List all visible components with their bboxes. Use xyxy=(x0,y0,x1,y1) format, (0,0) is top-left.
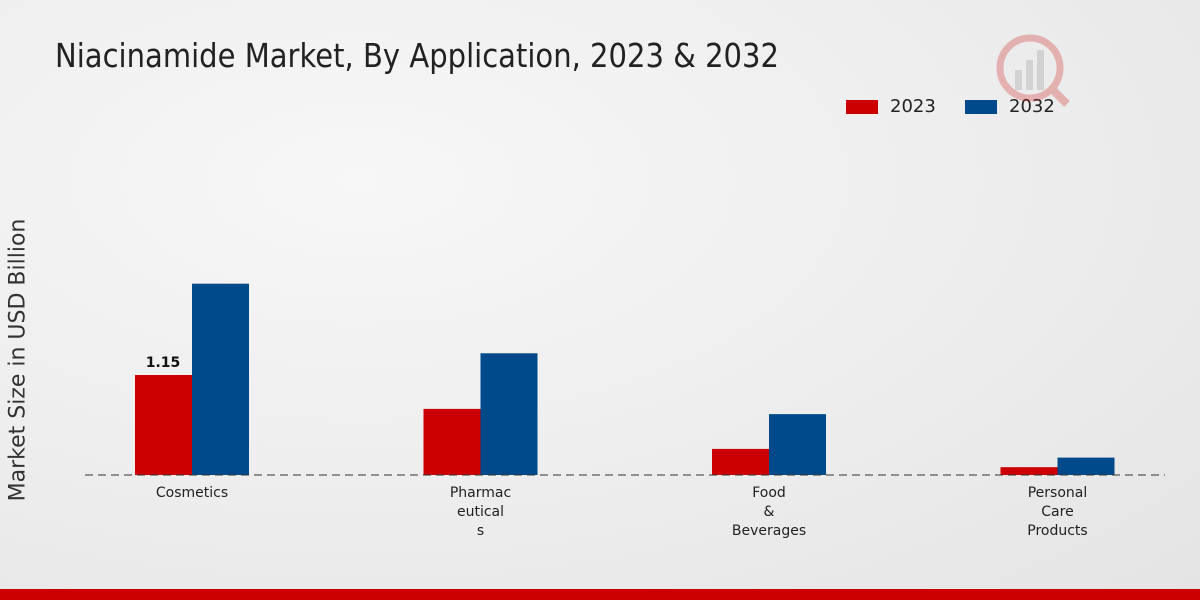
chart-title: Niacinamide Market, By Application, 2023… xyxy=(55,36,779,75)
x-tick-label: eutical xyxy=(457,504,504,520)
x-tick-label: s xyxy=(477,523,484,539)
bar-2032-1 xyxy=(480,353,538,475)
legend-swatch-2023 xyxy=(846,99,878,114)
legend-label-2023: 2023 xyxy=(890,96,936,117)
x-tick-label: Products xyxy=(1027,523,1087,539)
data-label: 1.15 xyxy=(146,355,181,371)
x-tick-label: Cosmetics xyxy=(156,485,228,501)
x-tick-label: & xyxy=(764,504,775,520)
watermark-logo-icon xyxy=(996,34,1070,107)
bar-2032-3 xyxy=(1057,457,1115,475)
bar-2032-2 xyxy=(769,414,826,475)
bar-2023-3 xyxy=(1000,467,1058,475)
x-tick-label: Food xyxy=(752,485,786,501)
x-tick-label: Personal xyxy=(1028,485,1088,501)
bottom-accent-bar xyxy=(0,589,1200,600)
bar-2023-1 xyxy=(423,408,481,475)
legend-label-2032: 2032 xyxy=(1009,96,1055,117)
bar-2032-0 xyxy=(192,283,249,475)
x-tick-label: Beverages xyxy=(732,523,806,539)
legend-item-2023: 2023 xyxy=(846,96,936,117)
legend-swatch-2032 xyxy=(965,99,997,114)
legend-item-2032: 2032 xyxy=(965,96,1055,117)
bar-2023-2 xyxy=(712,448,769,475)
x-tick-label: Pharmac xyxy=(450,485,511,501)
x-tick-label: Care xyxy=(1041,504,1073,520)
bar-2023-0 xyxy=(135,375,192,475)
